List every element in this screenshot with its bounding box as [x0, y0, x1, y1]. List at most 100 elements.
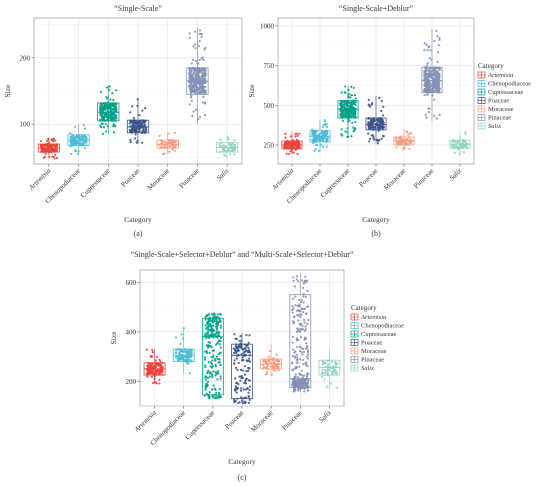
data-point — [295, 138, 299, 141]
data-point — [195, 86, 199, 89]
data-point — [298, 345, 302, 348]
data-point — [212, 356, 215, 359]
data-point — [248, 379, 251, 382]
data-point — [204, 324, 207, 327]
data-point — [302, 350, 306, 354]
data-point — [217, 372, 220, 375]
data-point — [194, 70, 197, 73]
data-point — [192, 89, 195, 92]
data-point — [207, 369, 210, 372]
data-point — [234, 366, 238, 370]
data-point — [246, 344, 249, 347]
data-point — [198, 39, 201, 43]
data-point — [291, 320, 294, 323]
data-point — [429, 49, 432, 52]
data-point — [303, 329, 307, 332]
data-point — [294, 388, 297, 392]
data-point — [158, 378, 161, 381]
data-point — [100, 112, 103, 115]
data-point — [237, 361, 240, 365]
data-point — [210, 362, 214, 366]
legend-label: Chenopodiaceae — [361, 323, 404, 330]
data-point — [100, 91, 103, 94]
data-point — [430, 58, 433, 61]
data-point — [103, 113, 106, 116]
data-point — [369, 105, 372, 108]
data-point — [204, 68, 207, 71]
data-point — [402, 137, 405, 140]
data-point — [243, 350, 246, 353]
data-point — [158, 134, 161, 137]
data-point — [267, 355, 271, 358]
data-point — [316, 143, 319, 147]
data-point — [367, 103, 370, 106]
legend-label: Poaceae — [361, 340, 382, 347]
data-point — [241, 356, 244, 359]
data-point — [244, 347, 247, 350]
data-point — [219, 313, 222, 316]
data-point — [218, 358, 221, 361]
data-point — [233, 145, 236, 148]
data-point — [297, 314, 300, 317]
data-point — [428, 80, 431, 83]
y-tick-label: 400 — [126, 328, 137, 336]
data-point — [344, 130, 347, 133]
data-point — [213, 359, 216, 362]
legend-item: Salix — [477, 122, 501, 130]
data-point — [428, 87, 431, 90]
data-point — [190, 350, 193, 354]
data-point — [339, 109, 342, 112]
data-point — [204, 81, 207, 84]
data-point — [199, 91, 202, 95]
data-point — [381, 114, 385, 117]
data-point — [54, 139, 57, 142]
data-point — [210, 333, 213, 336]
boxplot-cupressaceae — [201, 313, 224, 399]
data-point — [218, 319, 222, 323]
data-point — [437, 72, 440, 75]
boxplot-pinaceae — [289, 273, 312, 393]
data-point — [130, 128, 133, 131]
data-point — [294, 135, 297, 138]
data-point — [205, 344, 208, 347]
data-point — [69, 132, 72, 135]
data-point — [211, 329, 215, 332]
data-point — [336, 386, 339, 389]
data-point — [240, 387, 243, 390]
data-point — [216, 332, 220, 335]
data-point — [340, 105, 343, 108]
data-point — [237, 383, 240, 386]
data-point — [234, 377, 237, 380]
data-point — [311, 131, 314, 134]
data-point — [158, 144, 161, 147]
data-point — [154, 364, 157, 367]
data-point — [379, 120, 382, 123]
data-point — [194, 46, 197, 50]
data-point — [464, 131, 467, 134]
data-point — [245, 349, 248, 352]
data-point — [219, 351, 222, 355]
data-point — [203, 113, 207, 117]
data-point — [239, 379, 242, 382]
data-point — [218, 388, 221, 391]
data-point — [433, 39, 436, 43]
data-point — [99, 109, 102, 112]
data-point — [301, 353, 304, 356]
data-point — [141, 123, 144, 126]
data-point — [424, 113, 427, 116]
data-point — [50, 138, 53, 141]
data-point — [377, 120, 380, 123]
data-point — [346, 105, 349, 108]
data-point — [204, 327, 208, 330]
data-point — [400, 141, 403, 145]
points-cupressaceae — [203, 312, 223, 400]
data-point — [378, 138, 381, 142]
data-point — [291, 341, 294, 344]
y-axis-label: Size — [247, 84, 256, 98]
boxplot-artemisia — [143, 349, 166, 384]
data-point — [427, 45, 431, 48]
data-point — [423, 74, 426, 77]
y-tick-label: 600 — [126, 279, 137, 287]
data-point — [438, 38, 441, 41]
data-point — [211, 365, 214, 368]
